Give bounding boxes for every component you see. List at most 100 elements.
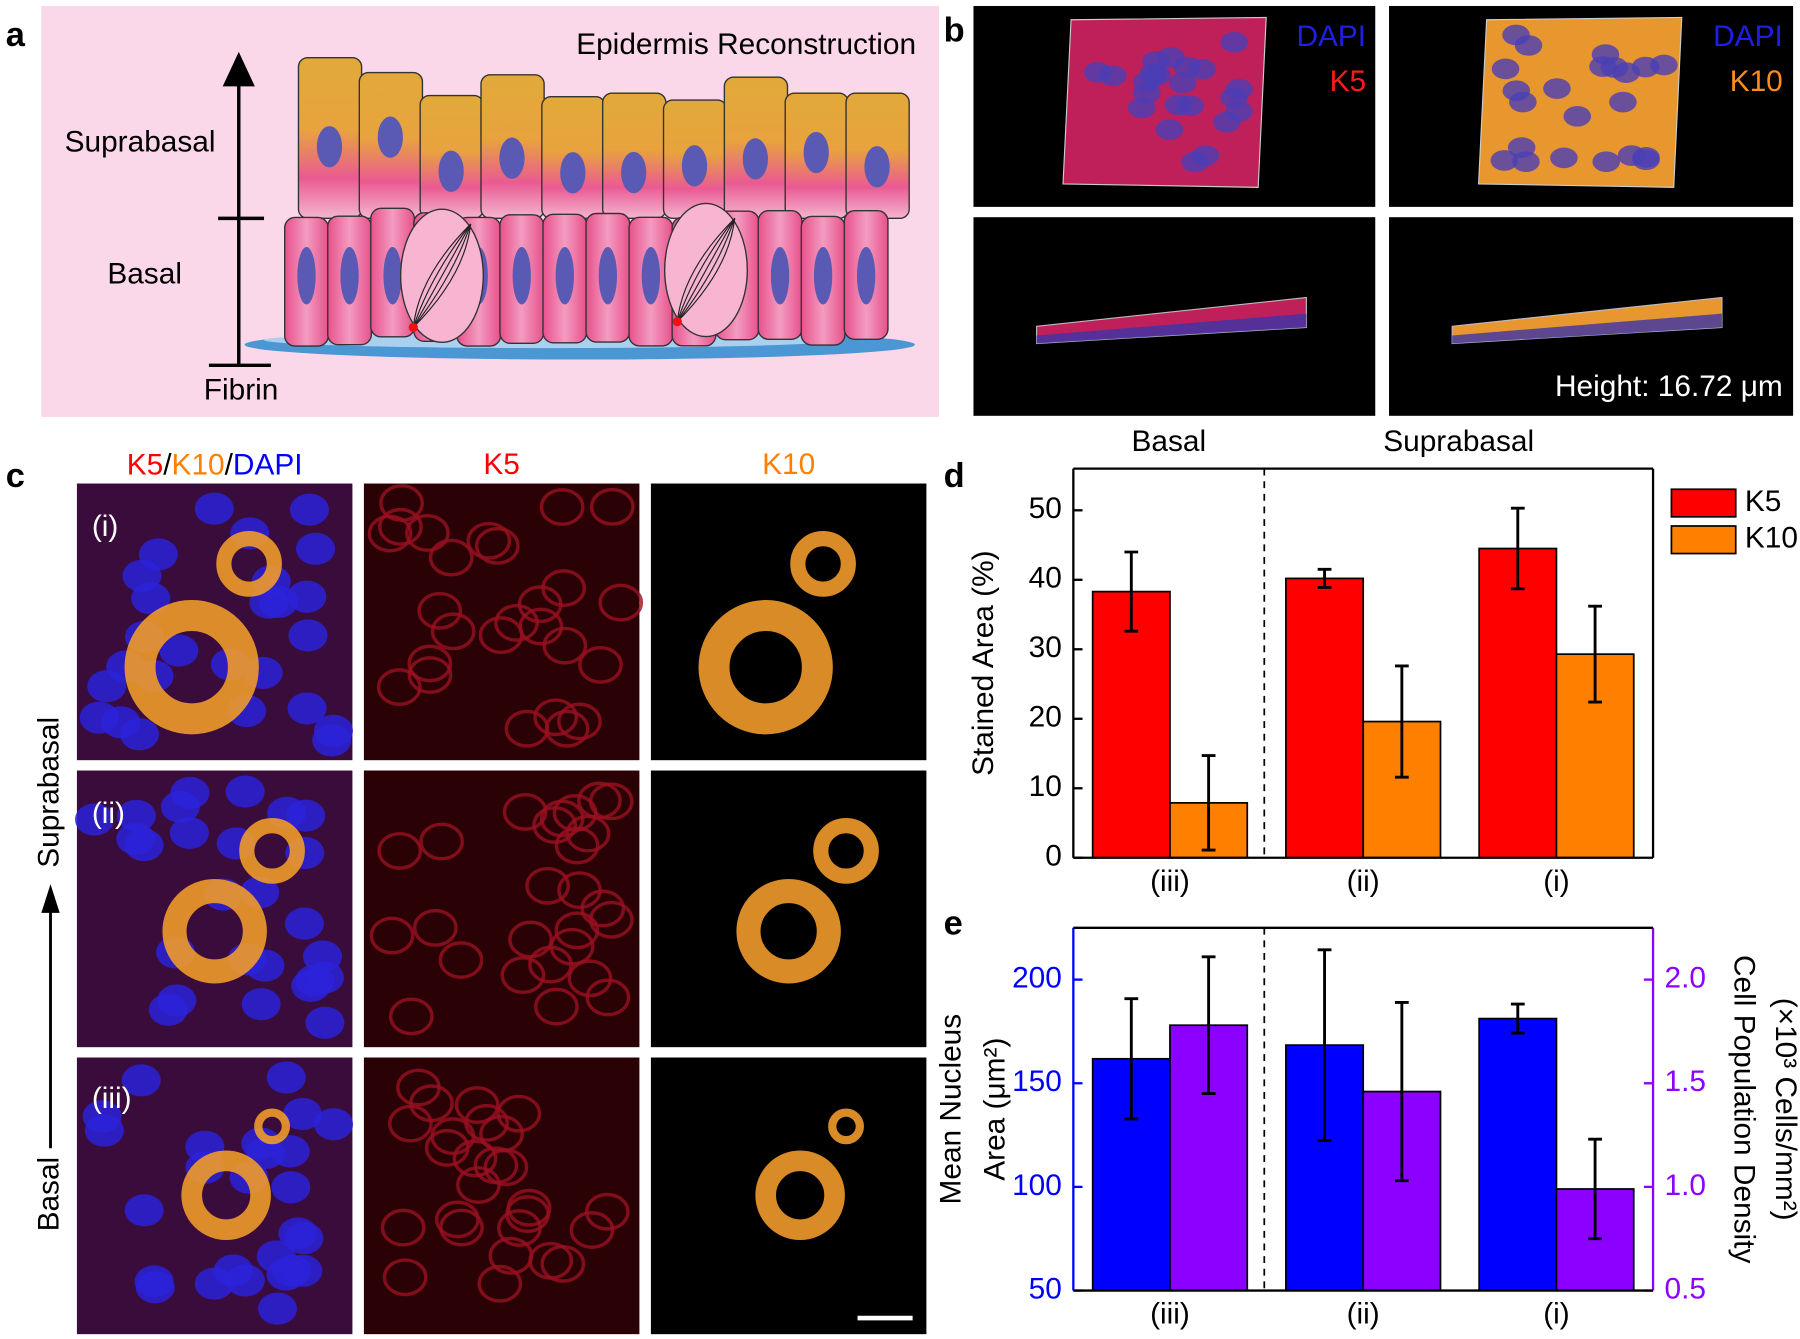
nucleus [383, 247, 402, 305]
stained-nucleus [1490, 150, 1519, 171]
error-bar [1317, 567, 1332, 589]
nucleus [283, 1254, 323, 1287]
stained-nucleus [1563, 106, 1592, 127]
nucleus [289, 493, 329, 526]
y2-tick-label: 2.0 [1665, 961, 1706, 994]
x-tick-label: (ii) [1347, 1298, 1380, 1331]
k5-signal [452, 1139, 498, 1178]
k5-signal [417, 591, 463, 630]
group-label: Suprabasal [1383, 425, 1534, 458]
nucleus [225, 1264, 265, 1297]
k5-signal [382, 1258, 428, 1297]
micrograph [650, 770, 927, 1048]
y-tick-label: 40 [1029, 562, 1062, 595]
k5-signal [466, 521, 512, 560]
k5-signal [598, 583, 644, 622]
k5-signal [474, 526, 520, 565]
y-tick-label: 30 [1029, 631, 1062, 664]
k5-signal [567, 959, 613, 998]
bar [1091, 1057, 1171, 1292]
k5-signal [424, 1128, 470, 1167]
k5-signal [496, 1094, 542, 1133]
stained-nucleus [1509, 91, 1537, 113]
nucleus [284, 907, 324, 940]
k5-signal [525, 866, 571, 905]
row-label: (i) [92, 510, 119, 543]
panel-title: Epidermis Reconstruction [576, 28, 916, 61]
nucleus [340, 247, 359, 305]
k5-signal [419, 822, 464, 861]
header-part: / [225, 448, 234, 481]
nucleus [286, 799, 326, 832]
column-header: K5 [483, 448, 519, 481]
nucleus [121, 1064, 161, 1097]
k5-signal [578, 645, 623, 684]
nucleus [194, 492, 234, 525]
nucleus [169, 816, 209, 850]
nucleus [124, 1194, 164, 1227]
k5-signal [539, 488, 585, 526]
stained-nucleus [1543, 78, 1571, 99]
overlay: Epidermis Reconstruction Suprabasal Basa… [32, 20, 1782, 1231]
k5-signal [454, 1086, 500, 1124]
nucleus [813, 247, 833, 305]
x-tick-label: (iii) [1150, 1298, 1190, 1331]
k10-signal [254, 1108, 290, 1145]
y2-tick-label: 1.0 [1665, 1169, 1706, 1202]
nucleus [864, 146, 890, 188]
x-tick-label: (i) [1543, 865, 1570, 898]
nucleus [297, 247, 316, 305]
k5-signal [533, 698, 579, 737]
k5-signal [504, 709, 550, 748]
error-bar [1588, 604, 1602, 704]
spindle [676, 218, 736, 322]
nucleus [438, 150, 464, 192]
stained-nucleus [1600, 57, 1629, 78]
error-bar [1510, 506, 1525, 591]
bar [1362, 1090, 1442, 1292]
k5-signal [388, 997, 434, 1036]
k10-signal [181, 1150, 271, 1241]
x-tick-label: (i) [1543, 1298, 1570, 1331]
k5-signal [479, 1114, 524, 1153]
k5-signal [502, 792, 548, 831]
error-bar [1394, 1000, 1409, 1183]
k10-signal [698, 600, 833, 735]
bar [1285, 577, 1365, 859]
y2-tick-label: 1.5 [1665, 1065, 1706, 1098]
spindle [412, 223, 472, 328]
stained-nucleus [1225, 78, 1254, 100]
group-label: Basal [1132, 425, 1207, 458]
bar [1478, 547, 1558, 859]
panel-label: c [6, 457, 25, 495]
stained-nucleus [1632, 149, 1660, 171]
nucleus [287, 580, 327, 613]
nucleus [742, 138, 768, 180]
k5-signal [517, 585, 563, 624]
micrograph [363, 770, 640, 1048]
k10-signal [828, 1108, 864, 1145]
k5-signal [405, 514, 450, 552]
y2-axis-label: (×10³ Cells/mm²) [1769, 998, 1800, 1221]
k5-signal [369, 916, 415, 955]
stained-nucleus [1155, 119, 1184, 140]
x-tick-label: (ii) [1347, 865, 1380, 898]
nucleus [770, 247, 790, 305]
y-axis-label: Stained Area (%) [967, 550, 1000, 776]
y-axis-label: Area (μm²) [978, 1038, 1011, 1181]
error-bar [1201, 754, 1216, 852]
side-label: Basal [32, 1157, 65, 1232]
stained-nucleus [1083, 62, 1112, 83]
k5-signal [456, 1166, 501, 1204]
stain-label: DAPI [1296, 20, 1366, 53]
nucleus [74, 803, 114, 836]
header-part: K10 [172, 448, 225, 481]
legend-label: K10 [1745, 522, 1798, 555]
spindle [676, 217, 736, 322]
y-tick-label: 100 [1012, 1169, 1062, 1202]
nucleus [271, 1171, 311, 1204]
k5-signal [589, 487, 635, 526]
k5-signal [540, 1244, 586, 1283]
nucleus [148, 993, 188, 1026]
layer-label: Basal [107, 258, 182, 291]
